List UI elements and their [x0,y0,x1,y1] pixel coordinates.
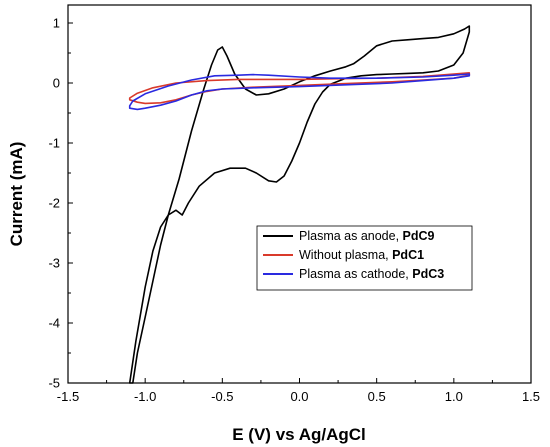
y-tick-label: -3 [48,256,60,271]
legend: Plasma as anode, PdC9 Without plasma, PdC… [256,225,473,291]
x-tick-label: -1.0 [134,389,156,404]
y-tick-label: 0 [53,76,60,91]
legend-label-pdc9: Plasma as anode, PdC9 [299,229,435,243]
ticks-layer: -1.5 -1.0 -0.5 0.0 0.5 1.0 1.5 -5 -4 -3 -2 -1 0 1 [48,16,540,405]
series-line-pdc3 [128,73,471,111]
x-tick-label: 1.0 [445,389,463,404]
plot-frame [67,4,532,384]
series-line-pdc9 [128,25,471,384]
x-tick-label: -0.5 [211,389,233,404]
y-tick-label: -4 [48,316,60,331]
y-axis-title: Current (mA) [7,142,26,247]
y-tick-label: -2 [48,196,60,211]
x-tick-label: 1.5 [522,389,540,404]
y-tick-label: -5 [48,376,60,391]
x-tick-label: 0.0 [290,389,308,404]
legend-label-pdc1: Without plasma, PdC1 [299,248,424,262]
legend-label-pdc3: Plasma as cathode, PdC3 [299,267,444,281]
x-axis-title: E (V) vs Ag/AgCl [232,425,366,444]
y-tick-label: 1 [53,16,60,31]
x-tick-label: -1.5 [57,389,79,404]
y-tick-label: -1 [48,136,60,151]
x-tick-label: 0.5 [368,389,386,404]
series-layer [128,25,471,384]
